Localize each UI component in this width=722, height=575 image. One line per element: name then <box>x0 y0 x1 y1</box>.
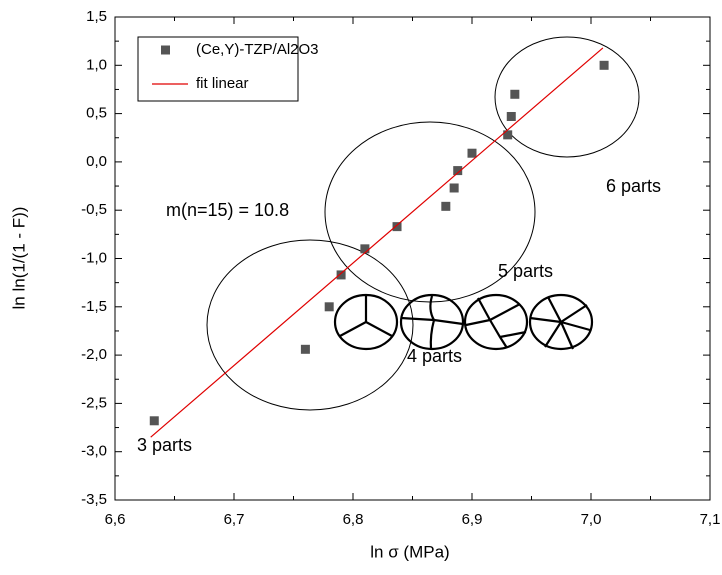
y-tick-label: 0,0 <box>86 153 107 170</box>
data-point <box>503 130 513 140</box>
ellipse <box>494 36 640 158</box>
legend-label: (Ce,Y)-TZP/Al2O3 <box>196 41 319 58</box>
fragment-lines <box>339 295 393 337</box>
data-point <box>392 222 402 232</box>
fit-line <box>150 47 604 438</box>
x-tick-label: 6,6 <box>105 511 126 528</box>
y-tick-label: -2,0 <box>81 346 107 363</box>
y-tick-label: 1,5 <box>86 8 107 25</box>
data-point <box>510 89 520 99</box>
legend-swatch <box>161 45 170 55</box>
fragment-icon <box>463 293 529 351</box>
data-point <box>336 270 346 280</box>
fragment-lines <box>400 295 464 350</box>
y-tick-label: -1,5 <box>81 298 107 315</box>
annotation: 4 parts <box>407 346 462 366</box>
fragment-icon <box>399 293 465 351</box>
fragment-icon <box>528 293 594 351</box>
y-tick-label: 1,0 <box>86 56 107 73</box>
annotation: 5 parts <box>498 261 553 281</box>
data-point <box>360 244 370 254</box>
annotation: 3 parts <box>137 435 192 455</box>
ellipse <box>206 239 414 411</box>
data-point <box>324 302 334 312</box>
data-point <box>506 111 516 121</box>
x-axis-title: ln σ (MPa) <box>370 542 449 561</box>
x-tick-label: 6,7 <box>224 511 245 528</box>
x-tick-label: 7,1 <box>700 511 721 528</box>
y-tick-label: -0,5 <box>81 201 107 218</box>
grain-sketches <box>206 36 640 411</box>
annotation: m(n=15) = 10.8 <box>166 200 289 220</box>
data-point <box>449 183 459 193</box>
y-tick-label: -3,5 <box>81 491 107 508</box>
data-point <box>300 344 310 354</box>
annotation: 6 parts <box>606 176 661 196</box>
y-tick-label: 0,5 <box>86 105 107 122</box>
fragment-lines <box>529 296 591 350</box>
y-tick-label: -1,0 <box>81 249 107 266</box>
y-tick-label: -2,5 <box>81 394 107 411</box>
legend-label: fit linear <box>196 75 249 92</box>
x-tick-label: 7,0 <box>581 511 602 528</box>
fragment-lines <box>465 297 527 349</box>
data-point <box>453 166 463 176</box>
y-tick-label: -3,0 <box>81 443 107 460</box>
data-point <box>441 201 451 211</box>
data-point <box>467 148 477 158</box>
data-point <box>149 416 159 426</box>
x-tick-label: 6,8 <box>343 511 364 528</box>
data-point <box>599 60 609 70</box>
y-axis-title: ln ln(1/(1 - F)) <box>9 207 28 310</box>
x-tick-label: 6,9 <box>462 511 483 528</box>
